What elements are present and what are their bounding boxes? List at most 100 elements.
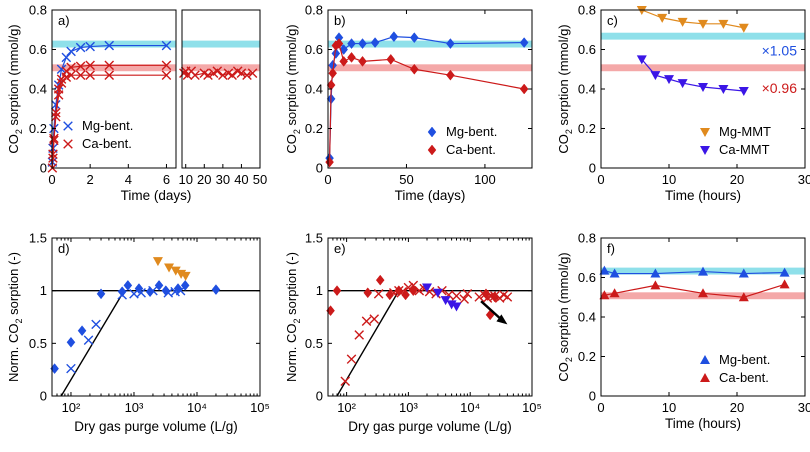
panel-label: e) xyxy=(334,241,346,256)
data-point xyxy=(51,111,61,122)
reference-band xyxy=(52,64,176,72)
legend-marker xyxy=(427,126,437,138)
legend-label: Mg-MMT xyxy=(719,124,771,139)
y-tick-label: 0.4 xyxy=(305,82,323,97)
x-tick-label: 0 xyxy=(48,172,55,187)
data-point xyxy=(403,282,414,293)
data-point xyxy=(609,268,620,278)
data-point xyxy=(161,60,172,71)
data-point xyxy=(104,40,115,51)
data-point xyxy=(227,70,237,80)
reference-band xyxy=(601,64,805,72)
x-tick-label: 2 xyxy=(87,172,94,187)
y-tick-label: 0 xyxy=(40,161,47,176)
y-tick-label: 1 xyxy=(316,283,323,298)
data-point xyxy=(397,286,408,297)
legend-marker xyxy=(700,128,710,137)
data-point xyxy=(331,48,341,59)
data-point xyxy=(422,283,433,293)
data-point xyxy=(446,38,455,49)
data-point xyxy=(328,67,338,79)
data-point xyxy=(389,31,399,43)
y-tick-label: 0.4 xyxy=(578,310,596,325)
legend-label: Mg-bent. xyxy=(446,124,497,139)
series-line xyxy=(641,9,744,29)
data-point xyxy=(738,292,749,302)
data-point xyxy=(85,60,95,71)
y-tick-label: 0.6 xyxy=(305,42,323,57)
y-axis-label: CO2 sorption (mmol/g) xyxy=(556,252,574,381)
reference-band xyxy=(601,32,805,40)
y-tick-label: 0 xyxy=(316,389,323,404)
legend-label: Mg-bent. xyxy=(82,118,133,133)
data-point xyxy=(386,53,396,65)
y-tick-label: 0 xyxy=(40,389,47,404)
data-point xyxy=(432,288,443,298)
data-point xyxy=(161,40,172,51)
y-tick-label: 0.8 xyxy=(578,231,596,246)
legend-label: Mg-bent. xyxy=(719,352,770,367)
axes-frame xyxy=(327,237,533,397)
x-tick-label: 6 xyxy=(163,172,170,187)
series-line xyxy=(51,44,167,163)
data-point xyxy=(698,19,708,29)
data-point xyxy=(346,354,357,364)
x-tick-label: 50 xyxy=(399,172,413,187)
data-point xyxy=(117,290,127,300)
data-point xyxy=(677,17,688,27)
data-point xyxy=(51,100,61,110)
data-point xyxy=(190,70,200,80)
x-tick-label: 10² xyxy=(62,400,81,415)
data-point xyxy=(164,263,175,273)
data-point xyxy=(53,90,64,100)
legend-marker xyxy=(700,373,710,382)
data-point xyxy=(66,46,76,57)
axes-frame xyxy=(327,9,533,169)
data-point xyxy=(211,284,221,296)
y-tick-label: 0.6 xyxy=(578,42,596,57)
data-point xyxy=(698,288,708,298)
panel-a: 0 2 4 6 10 20 30 40 50 0 0.2 0.4 0.6 0.8 a) Time (days)… xyxy=(29,3,267,204)
data-point xyxy=(486,291,497,301)
x-tick-label: 10² xyxy=(337,400,356,415)
data-point xyxy=(66,336,76,348)
data-point xyxy=(180,271,191,281)
panel-label: f) xyxy=(607,241,615,256)
legend-label: Ca-bent. xyxy=(446,142,496,157)
y-tick-label: 0.4 xyxy=(29,82,47,97)
data-point xyxy=(358,38,367,49)
data-point xyxy=(657,13,668,23)
data-point xyxy=(242,70,252,80)
data-point xyxy=(369,314,380,324)
y-tick-label: 0.2 xyxy=(305,121,323,136)
trend-line xyxy=(60,290,125,397)
data-point xyxy=(502,292,513,302)
legend-label: Ca-bent. xyxy=(719,370,769,385)
panel-d: 10² 10³ 10⁴ 10⁵ 0 0.5 1 1.5 d) Dry gas purge volu… xyxy=(29,231,270,435)
data-point xyxy=(170,266,181,276)
x-tick-label: 10³ xyxy=(125,400,144,415)
data-point xyxy=(636,55,647,65)
x-tick-label: 10³ xyxy=(399,400,418,415)
data-point xyxy=(347,38,356,49)
x-tick-label: 0 xyxy=(597,400,604,415)
data-point xyxy=(85,41,95,52)
data-point xyxy=(451,291,462,301)
y-tick-label: 0 xyxy=(589,161,596,176)
legend-marker xyxy=(63,139,73,149)
axes-frame xyxy=(600,237,806,397)
y-tick-label: 0.5 xyxy=(29,336,47,351)
data-point xyxy=(664,75,674,85)
data-point xyxy=(451,302,462,312)
y-axis-label: Norm. CO2 sorption (-) xyxy=(6,252,24,382)
y-tick-label: 0.2 xyxy=(29,121,47,136)
data-point xyxy=(339,44,349,55)
data-point xyxy=(148,285,158,296)
x-tick-label: 30 xyxy=(798,400,810,415)
x-tick-label: 20 xyxy=(197,172,211,187)
data-point xyxy=(175,285,186,296)
y-tick-label: 0 xyxy=(316,161,323,176)
data-point xyxy=(340,376,351,387)
x-tick-label: 20 xyxy=(730,400,744,415)
data-point xyxy=(325,156,334,168)
